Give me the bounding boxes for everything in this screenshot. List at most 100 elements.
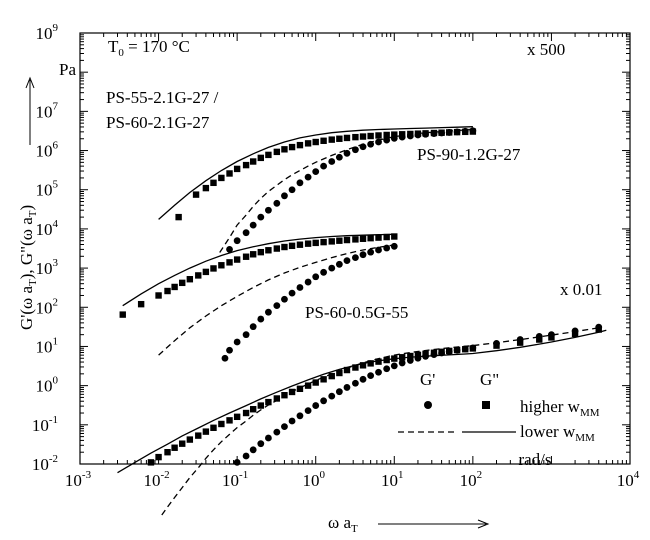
data-point-mid-gdoubleprime — [273, 245, 281, 252]
data-point-top-gdoubleprime — [359, 133, 367, 140]
data-point-top-gdoubleprime — [281, 146, 288, 153]
data-point-mid-gprime — [367, 248, 375, 256]
data-point-mid-gprime — [296, 284, 304, 291]
data-point-low-gdoubleprime — [226, 417, 233, 424]
data-point-mid-gdoubleprime — [336, 237, 343, 244]
data-point-top-gprime — [304, 173, 312, 181]
data-point-low-gdoubleprime — [164, 449, 171, 456]
data-point-mid-gdoubleprime — [186, 276, 194, 283]
y-unit-label: Pa — [59, 60, 76, 79]
data-point-top-gdoubleprime — [192, 191, 200, 198]
data-point-low-gdoubleprime — [595, 326, 602, 333]
data-point-mid-gprime — [221, 354, 229, 362]
data-point-mid-gprime — [273, 302, 281, 310]
data-point-mid-gdoubleprime — [296, 241, 304, 248]
data-point-mid-gprime — [383, 244, 391, 252]
data-point-mid-gprime — [304, 278, 312, 286]
annotation-shift-low: x 0.01 — [560, 280, 603, 299]
data-point-top-gdoubleprime — [249, 158, 257, 165]
data-point-mid-gprime — [328, 264, 336, 272]
series-line-top-gdoubleprime — [158, 126, 473, 220]
data-point-top-gprime — [328, 158, 336, 165]
axes — [79, 32, 631, 465]
data-point-low-gdoubleprime — [536, 336, 543, 343]
data-point-mid-gdoubleprime — [288, 242, 296, 250]
data-point-mid-gprime — [359, 251, 367, 259]
data-point-top-gdoubleprime — [312, 138, 319, 146]
data-point-mid-gprime — [312, 273, 320, 281]
data-point-low-gdoubleprime — [367, 360, 374, 367]
data-point-mid-gdoubleprime — [359, 235, 367, 242]
data-point-low-gprime — [249, 446, 257, 454]
data-point-mid-gdoubleprime — [218, 262, 225, 269]
legend-g1-marker — [424, 401, 432, 409]
annotation-shift-top: x 500 — [527, 40, 565, 59]
y-tick-label: 102 — [36, 296, 59, 317]
y-axis-end: ) — [17, 205, 36, 211]
data-point-low-gprime — [367, 372, 375, 380]
annotation-top-sample-1: PS-55-2.1G-27 / — [106, 88, 219, 107]
data-point-top-gdoubleprime — [383, 131, 390, 139]
data-point-top-gdoubleprime — [233, 165, 241, 173]
data-point-low-gdoubleprime — [249, 406, 257, 413]
data-point-top-gprime — [257, 213, 265, 221]
data-point-mid-gdoubleprime — [383, 233, 390, 241]
data-point-low-gdoubleprime — [438, 348, 445, 356]
data-point-mid-gprime — [375, 246, 382, 254]
x-tick-label: 101 — [381, 469, 404, 490]
y-tick-label: 101 — [36, 335, 59, 356]
data-point-top-gprime — [265, 206, 272, 214]
data-point-top-gdoubleprime — [438, 129, 445, 136]
ticks: 10-3 10-2 10-1 100 101 102 104 10-2 10-1 100 101 10… — [32, 22, 640, 490]
data-point-low-gdoubleprime — [147, 459, 155, 466]
data-point-top-gdoubleprime — [336, 135, 343, 142]
data-point-mid-gdoubleprime — [155, 292, 162, 299]
data-point-low-gprime — [375, 368, 382, 376]
data-point-low-gprime — [273, 428, 281, 436]
data-point-mid-gdoubleprime — [343, 236, 351, 244]
data-point-low-gprime — [335, 388, 343, 396]
data-point-mid-gprime — [288, 289, 296, 297]
x-tick-label: 10-2 — [143, 469, 169, 490]
data-point-top-gprime — [320, 162, 328, 170]
x-axis-label: ω aT — [328, 513, 358, 535]
data-point-top-gprime — [312, 168, 320, 176]
temperature-label: T0 = 170 °C — [108, 37, 190, 59]
data-point-low-gdoubleprime — [210, 424, 217, 431]
data-point-top-gprime — [296, 179, 304, 187]
data-point-top-gprime — [335, 153, 343, 161]
data-point-low-gdoubleprime — [548, 334, 555, 341]
data-point-low-gprime — [257, 440, 265, 448]
x-unit-label: rad/s — [518, 450, 551, 469]
data-point-low-gdoubleprime — [171, 444, 178, 451]
data-point-mid-gprime — [281, 295, 288, 303]
data-point-mid-gprime — [335, 260, 343, 268]
data-point-top-gdoubleprime — [242, 161, 250, 169]
annotation-mid-sample: PS-90-1.2G-27 — [417, 145, 521, 164]
data-point-top-gdoubleprime — [469, 128, 477, 135]
data-point-low-gdoubleprime — [233, 413, 241, 421]
data-point-low-gdoubleprime — [422, 350, 429, 357]
data-point-mid-gprime — [390, 242, 398, 250]
data-point-mid-gprime — [320, 268, 328, 276]
data-point-top-gprime — [343, 149, 351, 157]
data-point-low-gdoubleprime — [375, 358, 382, 365]
data-point-mid-gdoubleprime — [257, 248, 264, 256]
data-point-low-gprime — [312, 402, 320, 409]
x-tick-label: 10-3 — [65, 469, 92, 490]
y-tick-label: 105 — [36, 179, 59, 200]
data-point-low-gdoubleprime — [516, 339, 524, 346]
data-point-mid-gdoubleprime — [210, 265, 217, 272]
data-point-low-gprime — [328, 392, 336, 400]
x-tick-label: 100 — [302, 469, 325, 490]
data-point-mid-gprime — [343, 257, 351, 265]
data-point-top-gdoubleprime — [343, 134, 351, 142]
data-point-mid-gprime — [233, 338, 241, 346]
data-point-low-gdoubleprime — [462, 346, 469, 353]
data-point-top-gprime — [226, 245, 233, 253]
data-point-top-gprime — [249, 221, 257, 229]
data-point-mid-gdoubleprime — [391, 233, 398, 240]
data-point-low-gprime — [265, 434, 272, 442]
data-point-top-gdoubleprime — [453, 128, 461, 136]
data-point-low-gprime — [233, 458, 241, 466]
